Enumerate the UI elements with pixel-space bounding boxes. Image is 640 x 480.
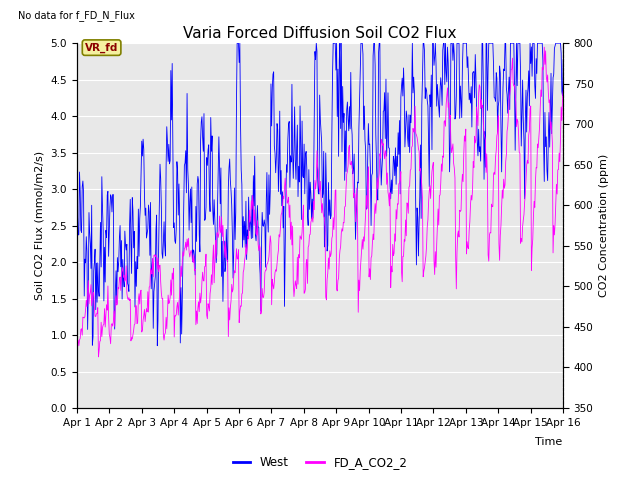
West xyxy=(154,343,161,348)
West xyxy=(394,130,402,136)
Y-axis label: CO2 Concentration (ppm): CO2 Concentration (ppm) xyxy=(599,154,609,297)
FD_A_CO2_2 xyxy=(95,354,102,360)
FD_A_CO2_2 xyxy=(73,343,81,348)
FD_A_CO2_2 xyxy=(394,201,401,207)
Y-axis label: Soil CO2 Flux (mmol/m2/s): Soil CO2 Flux (mmol/m2/s) xyxy=(35,151,45,300)
West xyxy=(559,57,567,63)
Text: VR_fd: VR_fd xyxy=(85,43,118,53)
West xyxy=(234,40,241,46)
FD_A_CO2_2 xyxy=(132,303,140,309)
West xyxy=(380,108,388,114)
West xyxy=(182,148,189,154)
X-axis label: Time: Time xyxy=(535,437,562,447)
West xyxy=(207,148,215,154)
Legend: West, FD_A_CO2_2: West, FD_A_CO2_2 xyxy=(228,452,412,474)
West xyxy=(132,259,140,264)
FD_A_CO2_2 xyxy=(207,272,215,277)
FD_A_CO2_2 xyxy=(559,88,567,94)
Title: Varia Forced Diffusion Soil CO2 Flux: Varia Forced Diffusion Soil CO2 Flux xyxy=(183,25,457,41)
West xyxy=(73,236,81,242)
West xyxy=(82,260,90,266)
Text: No data for f_FD_N_Flux: No data for f_FD_N_Flux xyxy=(19,11,135,21)
Line: FD_A_CO2_2: FD_A_CO2_2 xyxy=(77,47,563,357)
Line: West: West xyxy=(77,43,563,346)
FD_A_CO2_2 xyxy=(82,307,90,312)
FD_A_CO2_2 xyxy=(540,44,548,50)
FD_A_CO2_2 xyxy=(380,141,387,146)
FD_A_CO2_2 xyxy=(182,239,189,245)
